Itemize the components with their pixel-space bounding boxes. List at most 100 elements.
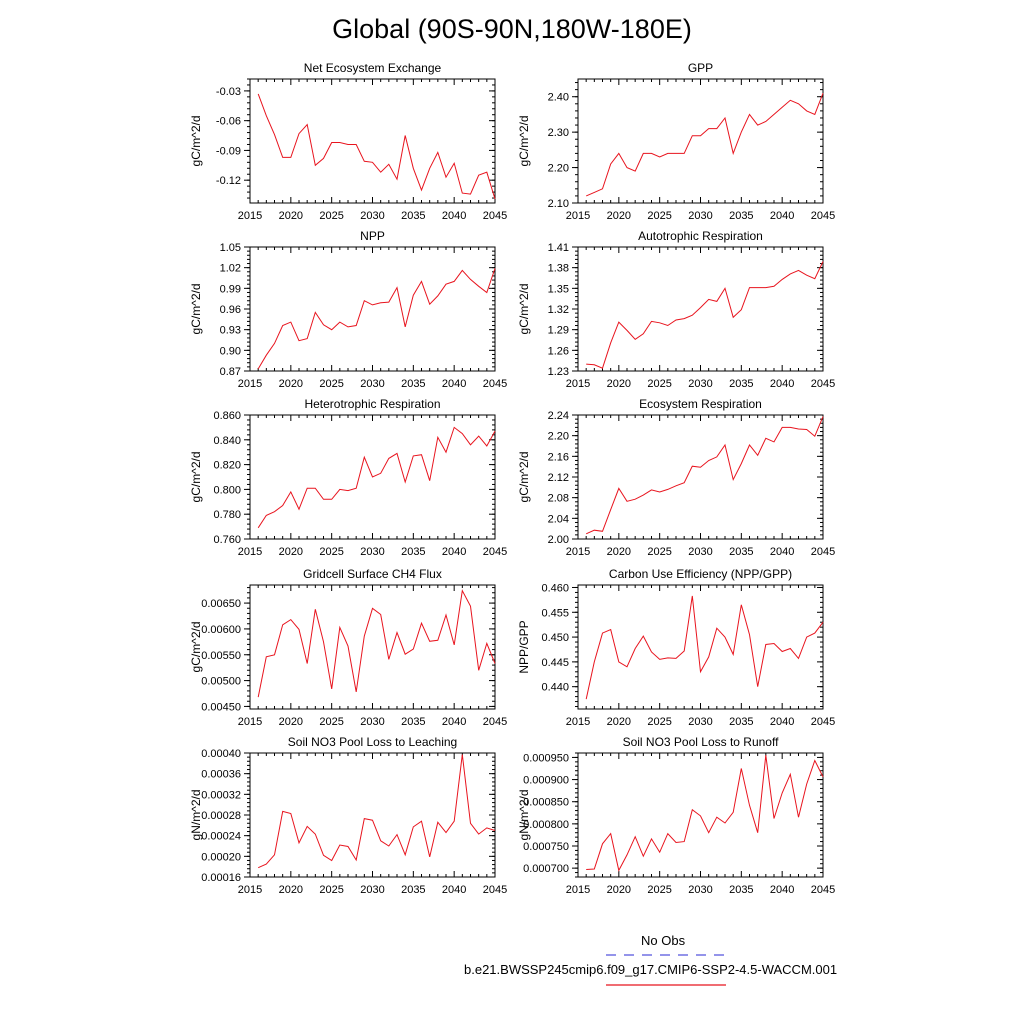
y-axis-label: NPP/GPP: [517, 620, 531, 673]
x-tick-label: 2015: [238, 546, 262, 558]
x-tick-label: 2035: [401, 210, 425, 222]
x-tick-label: 2020: [607, 716, 631, 728]
x-tick-label: 2040: [442, 716, 466, 728]
y-tick-label: 0.00036: [201, 769, 241, 781]
panel-3: NPP gC/m^2/d 2015 2020 2025 2030 2035 2040 2045 0…: [189, 229, 507, 390]
x-tick-label: 2045: [811, 884, 835, 896]
panel-2: GPP gC/m^2/d 2015 2020 2025 2030 2035 2040 2045 2…: [517, 61, 835, 222]
x-tick-label: 2030: [688, 546, 712, 558]
y-tick-label: -0.12: [216, 175, 241, 187]
y-tick-label: 0.445: [541, 657, 569, 669]
y-tick-label: 0.99: [220, 283, 241, 295]
x-tick-label: 2025: [319, 884, 343, 896]
panel-10: Soil NO3 Pool Loss to Runoff gN/m^2/d 2015…: [517, 735, 835, 896]
y-tick-label: 2.10: [548, 198, 569, 210]
series-line: [257, 93, 496, 200]
x-tick-label: 2015: [566, 546, 590, 558]
series-line: [257, 268, 496, 370]
y-axis-label: gC/m^2/d: [189, 116, 203, 167]
x-tick-label: 2030: [360, 716, 384, 728]
y-tick-label: 0.00040: [201, 748, 241, 760]
series-line: [586, 261, 824, 369]
y-tick-label: 2.08: [548, 493, 569, 505]
x-tick-label: 2030: [688, 210, 712, 222]
y-axis-label: gC/m^2/d: [517, 284, 531, 335]
x-tick-label: 2030: [360, 378, 384, 390]
y-tick-label: 2.04: [548, 513, 569, 525]
x-tick-label: 2035: [401, 378, 425, 390]
x-tick-label: 2020: [279, 884, 303, 896]
figure-title: Global (90S-90N,180W-180E): [332, 14, 692, 44]
x-tick-label: 2045: [483, 716, 507, 728]
plot-frame: [577, 246, 824, 372]
y-tick-label: 0.00600: [201, 624, 241, 636]
x-tick-label: 2020: [279, 716, 303, 728]
y-tick-label: -0.09: [216, 145, 241, 157]
x-tick-label: 2045: [483, 210, 507, 222]
x-tick-label: 2040: [770, 546, 794, 558]
panel-6: Ecosystem Respiration gC/m^2/d 2015 2020 202…: [517, 397, 835, 558]
y-tick-label: 1.32: [548, 304, 569, 316]
y-tick-label: 0.87: [220, 366, 241, 378]
x-tick-label: 2040: [770, 210, 794, 222]
y-tick-label: 0.00020: [201, 851, 241, 863]
x-tick-label: 2020: [607, 546, 631, 558]
x-tick-label: 2020: [607, 210, 631, 222]
x-tick-label: 2035: [729, 210, 753, 222]
y-tick-label: 0.000750: [523, 841, 569, 853]
y-tick-label: 0.000800: [523, 819, 569, 831]
plot-frame: [249, 752, 496, 878]
series-line: [585, 595, 824, 700]
y-tick-label: 0.90: [220, 345, 241, 357]
x-tick-label: 2030: [360, 210, 384, 222]
x-tick-label: 2015: [566, 716, 590, 728]
x-tick-label: 2015: [238, 716, 262, 728]
y-tick-label: 0.000700: [523, 863, 569, 875]
y-tick-label: 1.05: [220, 242, 241, 254]
plot-frame: [249, 246, 496, 372]
y-tick-label: 0.460: [541, 582, 569, 594]
x-tick-label: 2015: [238, 210, 262, 222]
x-tick-label: 2020: [279, 378, 303, 390]
y-axis-label: gN/m^2/d: [189, 790, 203, 841]
x-tick-label: 2025: [647, 210, 671, 222]
x-tick-label: 2025: [647, 546, 671, 558]
y-tick-label: 1.29: [548, 325, 569, 337]
x-tick-label: 2020: [279, 210, 303, 222]
x-tick-label: 2025: [319, 546, 343, 558]
x-tick-label: 2025: [647, 378, 671, 390]
y-tick-label: -0.03: [216, 86, 241, 98]
y-tick-label: 0.000950: [523, 752, 569, 764]
x-tick-label: 2045: [483, 378, 507, 390]
legend-case-label: b.e21.BWSSP245cmip6.f09_g17.CMIP6-SSP2-4…: [464, 962, 838, 977]
y-tick-label: 0.93: [220, 325, 241, 337]
x-tick-label: 2035: [401, 716, 425, 728]
y-tick-label: 0.760: [213, 534, 241, 546]
x-tick-label: 2045: [811, 716, 835, 728]
plot-frame: [577, 78, 824, 204]
plot-frame: [577, 414, 824, 540]
x-tick-label: 2040: [442, 546, 466, 558]
series-line: [257, 426, 496, 529]
y-tick-label: 0.440: [541, 682, 569, 694]
panel-title: Autotrophic Respiration: [638, 229, 763, 243]
panel-title: Net Ecosystem Exchange: [304, 61, 442, 75]
y-axis-label: gC/m^2/d: [517, 116, 531, 167]
y-tick-label: 1.02: [220, 263, 241, 275]
x-tick-label: 2035: [729, 884, 753, 896]
y-axis-label: gC/m^2/d: [517, 452, 531, 503]
y-tick-label: 0.00500: [201, 676, 241, 688]
y-tick-label: 1.41: [548, 242, 569, 254]
y-axis-label: gC/m^2/d: [189, 284, 203, 335]
panel-9: Soil NO3 Pool Loss to Leaching gN/m^2/d 20…: [189, 735, 507, 896]
y-tick-label: 0.00024: [201, 831, 241, 843]
panel-8: Carbon Use Efficiency (NPP/GPP) NPP/GPP 20…: [517, 567, 835, 728]
y-tick-label: 1.23: [548, 366, 569, 378]
x-tick-label: 2045: [483, 884, 507, 896]
y-tick-label: 0.000850: [523, 797, 569, 809]
y-tick-label: 2.00: [548, 534, 569, 546]
y-tick-label: 2.20: [548, 431, 569, 443]
legend-obs-line: [606, 954, 726, 956]
y-tick-label: 0.00450: [201, 701, 241, 713]
panel-title: Heterotrophic Respiration: [304, 397, 440, 411]
